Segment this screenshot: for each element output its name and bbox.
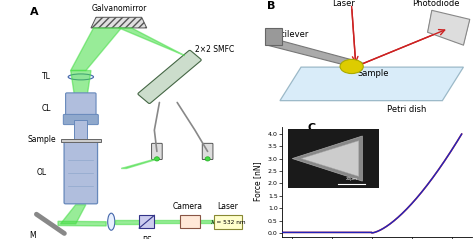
Y-axis label: Force [nN]: Force [nN] bbox=[254, 162, 263, 201]
Bar bbox=[214, 215, 242, 228]
Text: Laser: Laser bbox=[218, 202, 238, 211]
Text: 2×2 SMFC: 2×2 SMFC bbox=[195, 45, 234, 54]
FancyBboxPatch shape bbox=[64, 114, 98, 125]
Ellipse shape bbox=[68, 106, 93, 112]
Text: Laser: Laser bbox=[332, 0, 355, 8]
Bar bbox=[139, 215, 155, 228]
Text: BS: BS bbox=[142, 236, 152, 239]
Circle shape bbox=[155, 157, 159, 161]
Text: Cantilever: Cantilever bbox=[265, 30, 309, 39]
Text: C: C bbox=[308, 123, 316, 133]
Bar bbox=[180, 215, 200, 228]
Ellipse shape bbox=[108, 213, 115, 230]
Text: Sample: Sample bbox=[357, 69, 389, 78]
Polygon shape bbox=[200, 220, 214, 223]
FancyBboxPatch shape bbox=[138, 50, 201, 103]
Text: Sample: Sample bbox=[27, 135, 56, 144]
FancyBboxPatch shape bbox=[152, 143, 162, 159]
Text: CL: CL bbox=[42, 104, 51, 113]
FancyBboxPatch shape bbox=[64, 142, 98, 204]
Bar bbox=[74, 120, 87, 141]
Text: TL: TL bbox=[42, 72, 51, 81]
Text: M: M bbox=[29, 231, 36, 239]
FancyBboxPatch shape bbox=[202, 143, 213, 159]
Text: A: A bbox=[30, 7, 39, 17]
Polygon shape bbox=[77, 143, 85, 202]
Polygon shape bbox=[280, 67, 464, 101]
Text: Camera: Camera bbox=[173, 202, 202, 211]
Circle shape bbox=[205, 157, 210, 161]
Polygon shape bbox=[267, 39, 362, 68]
Bar bbox=[61, 139, 101, 142]
Polygon shape bbox=[155, 220, 182, 223]
Text: B: B bbox=[267, 1, 276, 11]
Ellipse shape bbox=[68, 74, 93, 80]
Text: Photodiode: Photodiode bbox=[412, 0, 460, 8]
FancyBboxPatch shape bbox=[65, 93, 96, 120]
Polygon shape bbox=[71, 71, 91, 105]
Bar bbox=[265, 28, 282, 45]
Polygon shape bbox=[428, 10, 470, 45]
Polygon shape bbox=[58, 221, 106, 226]
Text: OL: OL bbox=[36, 168, 46, 177]
Polygon shape bbox=[91, 17, 147, 28]
Polygon shape bbox=[119, 28, 185, 56]
Text: Petri dish: Petri dish bbox=[387, 105, 426, 114]
Circle shape bbox=[340, 59, 363, 74]
Polygon shape bbox=[71, 28, 121, 71]
Text: λ = 532 nm: λ = 532 nm bbox=[210, 220, 245, 225]
Polygon shape bbox=[121, 159, 158, 168]
Text: Galvanomirror: Galvanomirror bbox=[91, 4, 146, 13]
Polygon shape bbox=[61, 205, 86, 224]
Polygon shape bbox=[115, 220, 140, 224]
